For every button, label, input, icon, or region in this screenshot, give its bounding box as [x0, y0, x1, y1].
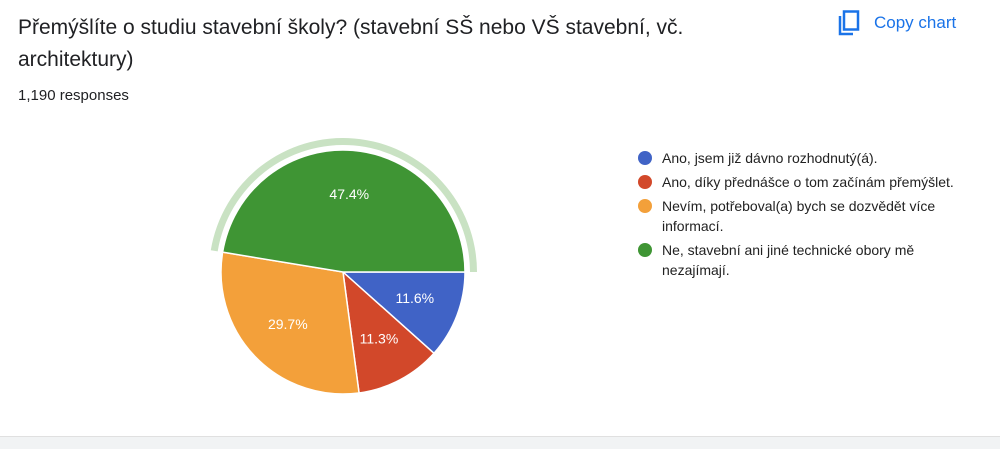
copy-chart-button[interactable]: Copy chart [838, 8, 956, 38]
legend-item: Nevím, potřeboval(a) bych se dozvědět ví… [638, 196, 968, 236]
pie-slice [341, 271, 466, 355]
footer-strip [0, 436, 1000, 449]
slice-label: 29.7% [268, 316, 308, 332]
legend-label: Ano, díky přednášce o tom začínám přemýš… [662, 174, 954, 190]
copy-icon [838, 10, 860, 36]
chart-title: Přemýšlíte o studiu stavební školy? (sta… [18, 16, 684, 71]
pie-slice [341, 270, 436, 394]
legend-item: Ne, stavební ani jiné technické obory mě… [638, 240, 968, 280]
legend-swatch [638, 175, 652, 189]
slice-label: 47.4% [329, 186, 369, 202]
legend-item: Ano, jsem již dávno rozhodnutý(á). [638, 148, 968, 168]
legend: Ano, jsem již dávno rozhodnutý(á). Ano, d… [638, 148, 968, 284]
response-count: 1,190 responses [18, 87, 129, 104]
slice-label: 11.3% [360, 331, 399, 347]
copy-chart-label[interactable]: Copy chart [874, 13, 957, 32]
pie-slice [220, 251, 360, 395]
legend-label: Ano, jsem již dávno rozhodnutý(á). [662, 150, 878, 166]
legend-label: Nevím, potřeboval(a) bych se dozvědět ví… [662, 198, 936, 234]
legend-item: Ano, díky přednášce o tom začínám přemýš… [638, 172, 968, 192]
legend-swatch [638, 199, 652, 213]
pie-slice [221, 149, 466, 273]
slice-label: 11.6% [395, 290, 434, 306]
legend-swatch [638, 151, 652, 165]
legend-label: Ne, stavební ani jiné technické obory mě… [662, 242, 915, 278]
legend-swatch [638, 243, 652, 257]
